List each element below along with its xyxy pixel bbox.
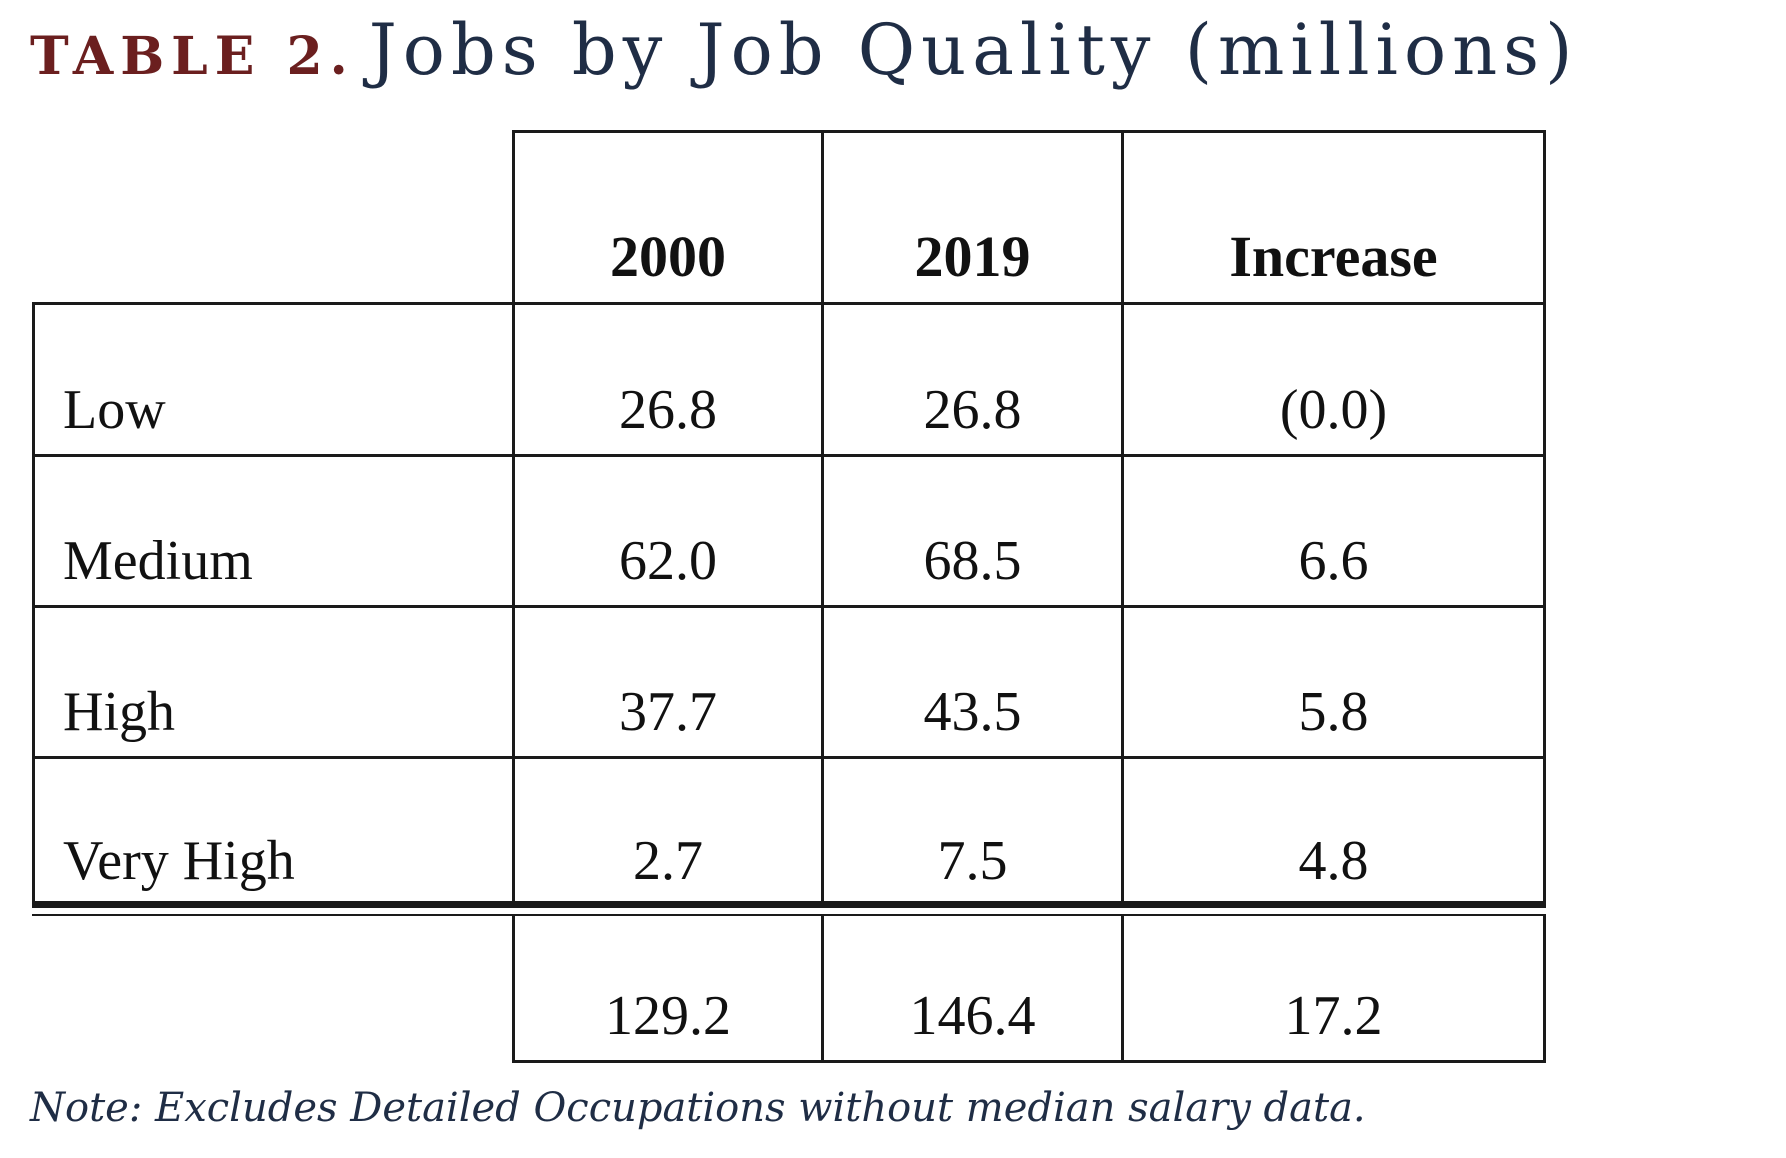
total-2000: 129.2 [605,985,731,1047]
col-rule [1121,914,1124,1063]
header-bottom-rule [32,302,1546,305]
cell-very-high-increase: 4.8 [1298,830,1369,892]
col-rule [821,914,824,1063]
col-rule [1543,914,1546,1063]
col-rule [1121,130,1124,906]
table-border-bottom [512,1060,1546,1063]
row-rule [32,605,1546,608]
col-rule [32,302,35,906]
header-2019: 2019 [914,224,1031,289]
table-title: TABLE 2. Jobs by Job Quality (millions) [30,0,1578,100]
cell-low-2000: 26.8 [619,379,717,441]
total-rule-thin [32,914,1546,916]
row-label-low: Low [63,379,166,441]
cell-medium-increase: 6.6 [1298,530,1369,592]
total-2019: 146.4 [909,985,1036,1047]
table-number: TABLE 2. [30,26,355,87]
cell-high-increase: 5.8 [1298,681,1369,743]
cell-high-2019: 43.5 [923,681,1022,743]
cell-high-2000: 37.7 [619,681,717,743]
col-rule [1543,130,1546,906]
header-2000: 2000 [610,224,726,289]
cell-medium-2019: 68.5 [923,530,1022,592]
table-note: Note: Excludes Detailed Occupations with… [30,1085,1366,1131]
table-border-top [512,130,1546,133]
col-rule [512,130,515,906]
header-increase: Increase [1229,224,1438,289]
table-heading: Jobs by Job Quality (millions) [368,9,1579,91]
row-label-high: High [63,681,175,743]
row-label-medium: Medium [63,530,253,592]
cell-medium-2000: 62.0 [619,530,717,592]
col-rule [512,914,515,1063]
cell-low-increase: (0.0) [1279,379,1388,441]
total-rule-thick [32,901,1546,908]
col-rule [821,130,824,906]
row-rule [32,454,1546,457]
row-label-very-high: Very High [63,830,295,892]
total-increase: 17.2 [1284,985,1383,1047]
cell-very-high-2019: 7.5 [937,830,1008,892]
row-rule [32,756,1546,759]
cell-low-2019: 26.8 [923,379,1022,441]
cell-very-high-2000: 2.7 [633,830,703,892]
